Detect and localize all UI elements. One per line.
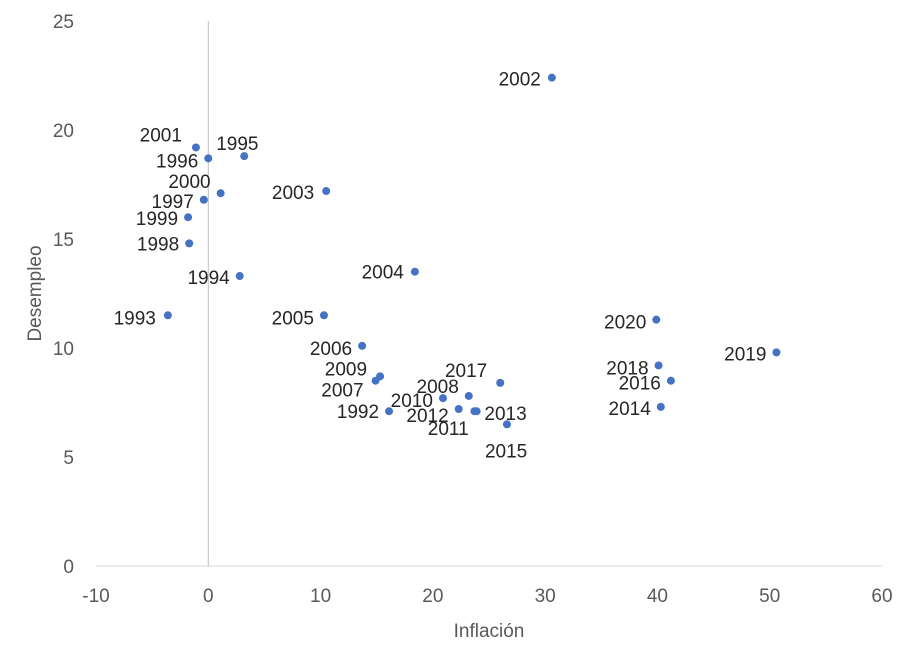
- data-point: [191, 143, 200, 152]
- data-point: [454, 405, 463, 414]
- data-label: 2019: [724, 344, 766, 365]
- data-point: [666, 376, 675, 385]
- data-label: 2007: [321, 381, 363, 402]
- y-tick-label: 20: [53, 121, 74, 142]
- data-label: 2020: [604, 313, 646, 334]
- data-label: 2012: [406, 406, 448, 427]
- data-point: [358, 341, 367, 350]
- data-label: 1999: [136, 209, 178, 230]
- data-point: [184, 213, 193, 222]
- data-point: [652, 315, 661, 324]
- data-point: [185, 239, 194, 248]
- data-label: 2006: [310, 339, 352, 360]
- data-point: [438, 394, 447, 403]
- x-axis-ticks: -10 0 10 20 30 40 50 60: [82, 586, 892, 607]
- data-label: 2018: [606, 358, 648, 379]
- y-tick-label: 10: [53, 339, 74, 360]
- y-tick-label: 5: [63, 448, 74, 469]
- data-point: [385, 407, 394, 416]
- data-point: [216, 189, 225, 198]
- data-point: [772, 348, 781, 357]
- data-label: 1995: [216, 134, 258, 155]
- data-point: [654, 361, 663, 370]
- data-point: [376, 372, 385, 381]
- data-label: 2011: [428, 419, 469, 440]
- x-tick-label: 30: [535, 586, 556, 607]
- data-label: 2008: [417, 377, 459, 398]
- data-label: 2009: [325, 359, 367, 380]
- data-point: [547, 73, 556, 82]
- x-tick-label: 60: [871, 586, 892, 607]
- x-tick-label: 20: [422, 586, 443, 607]
- data-point: [470, 407, 479, 416]
- data-label: 1996: [156, 151, 198, 172]
- x-tick-label: 40: [647, 586, 668, 607]
- x-tick-label: 10: [310, 586, 331, 607]
- y-axis-ticks: 0 5 10 15 20 25: [53, 12, 74, 578]
- data-label: 1992: [337, 402, 379, 423]
- data-label: 2013: [484, 404, 526, 425]
- data-point: [656, 402, 665, 411]
- data-label: 2016: [619, 374, 661, 395]
- data-label: 2002: [499, 70, 541, 91]
- x-tick-label: 0: [203, 586, 214, 607]
- x-tick-label: -10: [82, 586, 109, 607]
- data-point: [240, 152, 249, 161]
- data-point: [502, 420, 511, 429]
- y-tick-label: 25: [53, 12, 74, 33]
- data-point: [322, 187, 331, 196]
- data-label: 2010: [391, 391, 433, 412]
- data-label: 2004: [362, 263, 405, 284]
- data-point: [235, 272, 244, 281]
- data-point: [410, 267, 419, 276]
- x-axis-title: Inflación: [454, 621, 525, 642]
- data-points: [163, 73, 781, 429]
- data-label: 2014: [609, 399, 652, 420]
- data-point: [163, 311, 172, 320]
- data-label: 2005: [272, 308, 314, 329]
- data-label: 1994: [187, 268, 230, 289]
- data-label: 1998: [137, 234, 179, 255]
- data-label: 2000: [168, 172, 210, 193]
- data-label: 2017: [445, 361, 487, 382]
- y-tick-label: 15: [53, 230, 74, 251]
- x-tick-label: 50: [759, 586, 780, 607]
- data-label: 1993: [114, 308, 156, 329]
- data-point: [204, 154, 213, 163]
- data-point: [199, 195, 208, 204]
- data-label: 2015: [485, 441, 527, 462]
- data-point: [496, 378, 505, 387]
- data-label: 1997: [152, 192, 194, 213]
- data-point: [464, 391, 473, 400]
- y-tick-label: 0: [63, 557, 74, 578]
- data-label: 2001: [140, 125, 182, 146]
- data-point: [319, 311, 328, 320]
- data-labels: 1992 1993 1994 1995 1996 1997 1998 1999 2000 2001…: [114, 70, 767, 463]
- data-label: 2003: [272, 183, 314, 204]
- y-axis-title: Desempleo: [25, 245, 46, 341]
